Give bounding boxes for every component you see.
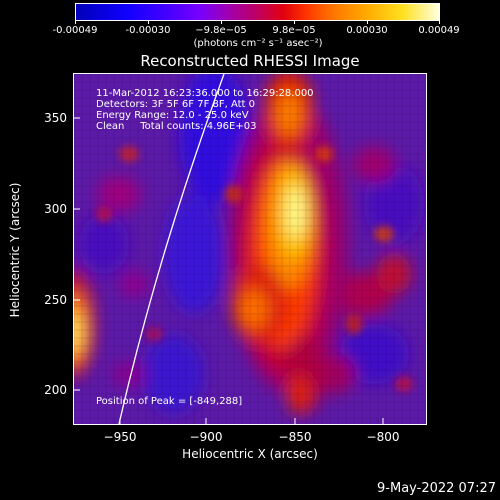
colorbar-tick <box>75 20 76 24</box>
y-tick-label: 350 <box>44 111 67 125</box>
y-tick-label: 200 <box>44 383 67 397</box>
colorbar-units: (photons cm⁻² s⁻¹ asec⁻²) <box>193 38 323 49</box>
colorbar <box>75 3 440 21</box>
y-tick-label: 250 <box>44 293 67 307</box>
x-tick-label: −950 <box>103 430 137 444</box>
annotation-time-range: 11-Mar-2012 16:23:36.000 to 16:29:28.000 <box>96 88 314 99</box>
colorbar-tick-label: -0.00049 <box>52 25 98 36</box>
annotation-detectors: Detectors: 3F 5F 6F 7F 8F, Att 0 <box>96 99 256 110</box>
x-tick-label: −800 <box>366 430 400 444</box>
colorbar-tick <box>439 20 440 24</box>
colorbar-tick-label: −9.8e−05 <box>195 25 247 36</box>
solar-limb-line <box>118 74 225 424</box>
render-datestamp: 9-May-2022 07:27 <box>377 481 496 496</box>
x-axis-label: Heliocentric X (arcsec) <box>182 447 318 461</box>
annotation-clean-counts: Clean Total counts: 4.96E+03 <box>96 121 257 132</box>
y-tick-label: 300 <box>44 202 67 216</box>
plot-title: Reconstructed RHESSI Image <box>140 52 360 70</box>
colorbar-tick <box>367 20 368 24</box>
colorbar-tick-label: -0.00030 <box>125 25 171 36</box>
solar-image-panel: 11-Mar-2012 16:23:36.000 to 16:29:28.000… <box>73 73 427 425</box>
colorbar-tick <box>294 20 295 24</box>
y-axis-label: Heliocentric Y (arcsec) <box>8 182 22 318</box>
colorbar-tick-label: 0.00049 <box>418 25 460 36</box>
colorbar-tick-label: 9.8e−05 <box>272 25 316 36</box>
x-tick-label: −900 <box>189 430 223 444</box>
annotation-peak-position: Position of Peak = [-849,288] <box>96 396 243 407</box>
annotation-energy-range: Energy Range: 12.0 - 25.0 keV <box>96 110 249 121</box>
colorbar-tick <box>221 20 222 24</box>
colorbar-tick <box>148 20 149 24</box>
solar-image-svg <box>74 74 426 424</box>
colorbar-tick-label: 0.00030 <box>346 25 388 36</box>
x-tick-label: −850 <box>278 430 312 444</box>
